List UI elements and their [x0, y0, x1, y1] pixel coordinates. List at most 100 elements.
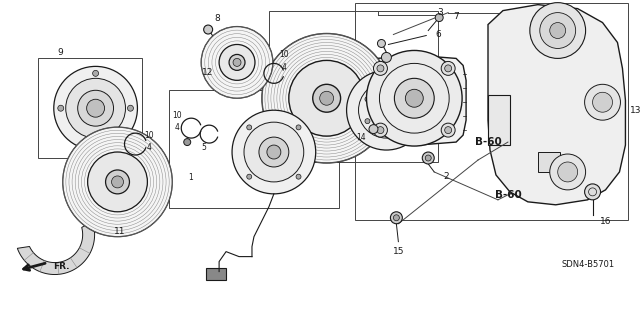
Text: 16: 16	[600, 217, 611, 226]
Text: 3: 3	[437, 8, 443, 17]
Circle shape	[584, 84, 620, 120]
Circle shape	[267, 145, 281, 159]
Circle shape	[289, 60, 365, 136]
Bar	[355, 3, 628, 220]
Circle shape	[365, 97, 370, 102]
Circle shape	[93, 140, 99, 146]
Circle shape	[232, 110, 316, 194]
Circle shape	[88, 152, 147, 212]
Text: 15: 15	[392, 247, 404, 256]
Circle shape	[106, 170, 129, 194]
Circle shape	[377, 127, 384, 134]
Circle shape	[540, 12, 575, 48]
Circle shape	[425, 155, 431, 161]
Circle shape	[313, 84, 340, 112]
Circle shape	[550, 23, 566, 38]
Text: 4: 4	[175, 123, 180, 132]
Circle shape	[584, 184, 600, 200]
Circle shape	[184, 139, 191, 146]
Circle shape	[120, 142, 127, 148]
Circle shape	[229, 54, 245, 70]
Bar	[38, 59, 143, 158]
Circle shape	[384, 86, 389, 91]
Circle shape	[390, 212, 403, 224]
Text: 14: 14	[356, 132, 365, 141]
Circle shape	[394, 78, 434, 118]
Circle shape	[441, 61, 455, 75]
Circle shape	[384, 130, 389, 135]
Circle shape	[441, 123, 455, 137]
Circle shape	[394, 215, 399, 221]
Text: 9: 9	[57, 48, 63, 57]
Circle shape	[66, 78, 125, 138]
Circle shape	[374, 61, 387, 75]
Text: 10: 10	[145, 131, 154, 140]
Polygon shape	[17, 221, 95, 275]
Text: SDN4-B5701: SDN4-B5701	[561, 260, 614, 269]
Text: 2: 2	[444, 172, 449, 181]
Circle shape	[403, 119, 408, 124]
Circle shape	[86, 99, 104, 117]
Circle shape	[77, 90, 113, 126]
Text: 6: 6	[435, 30, 441, 39]
Text: 12: 12	[202, 68, 213, 77]
Text: 1: 1	[188, 173, 193, 182]
Text: 4: 4	[147, 142, 152, 152]
Circle shape	[320, 91, 333, 105]
Circle shape	[550, 154, 586, 190]
Circle shape	[262, 34, 392, 163]
Bar	[206, 268, 226, 279]
Circle shape	[247, 125, 252, 130]
Text: 10: 10	[279, 50, 289, 59]
Circle shape	[111, 176, 124, 188]
Text: 4: 4	[282, 63, 286, 72]
Circle shape	[445, 127, 452, 134]
Circle shape	[378, 39, 385, 47]
Text: 8: 8	[214, 14, 220, 23]
Bar	[538, 152, 560, 172]
Bar	[488, 95, 510, 145]
Bar	[269, 11, 438, 162]
Circle shape	[435, 13, 443, 21]
Circle shape	[244, 122, 304, 182]
Circle shape	[93, 70, 99, 76]
Bar	[170, 90, 339, 208]
Text: 13: 13	[630, 106, 640, 115]
Text: 10: 10	[172, 111, 182, 120]
Text: 5: 5	[202, 142, 207, 152]
Circle shape	[58, 105, 64, 111]
Circle shape	[422, 152, 434, 164]
Text: 11: 11	[114, 227, 125, 236]
Polygon shape	[362, 55, 466, 145]
Text: FR.: FR.	[54, 262, 70, 271]
Circle shape	[369, 125, 378, 134]
Circle shape	[374, 123, 387, 137]
Circle shape	[219, 44, 255, 80]
Circle shape	[247, 174, 252, 179]
Circle shape	[347, 70, 426, 150]
Circle shape	[54, 66, 138, 150]
Circle shape	[445, 65, 452, 72]
Circle shape	[259, 137, 289, 167]
Circle shape	[367, 51, 462, 146]
Circle shape	[233, 59, 241, 66]
Polygon shape	[488, 4, 625, 205]
Circle shape	[365, 119, 370, 124]
Circle shape	[405, 89, 423, 107]
Circle shape	[201, 27, 273, 98]
Circle shape	[557, 162, 578, 182]
Circle shape	[376, 100, 396, 120]
Text: B-60: B-60	[475, 137, 501, 147]
Text: B-60: B-60	[495, 190, 522, 200]
Circle shape	[296, 125, 301, 130]
Circle shape	[403, 97, 408, 102]
Circle shape	[204, 25, 212, 34]
Text: 7: 7	[453, 12, 459, 21]
Circle shape	[127, 105, 134, 111]
Circle shape	[593, 92, 612, 112]
Circle shape	[377, 65, 384, 72]
Circle shape	[296, 174, 301, 179]
Circle shape	[530, 3, 586, 59]
Circle shape	[381, 52, 392, 62]
Circle shape	[63, 127, 172, 237]
